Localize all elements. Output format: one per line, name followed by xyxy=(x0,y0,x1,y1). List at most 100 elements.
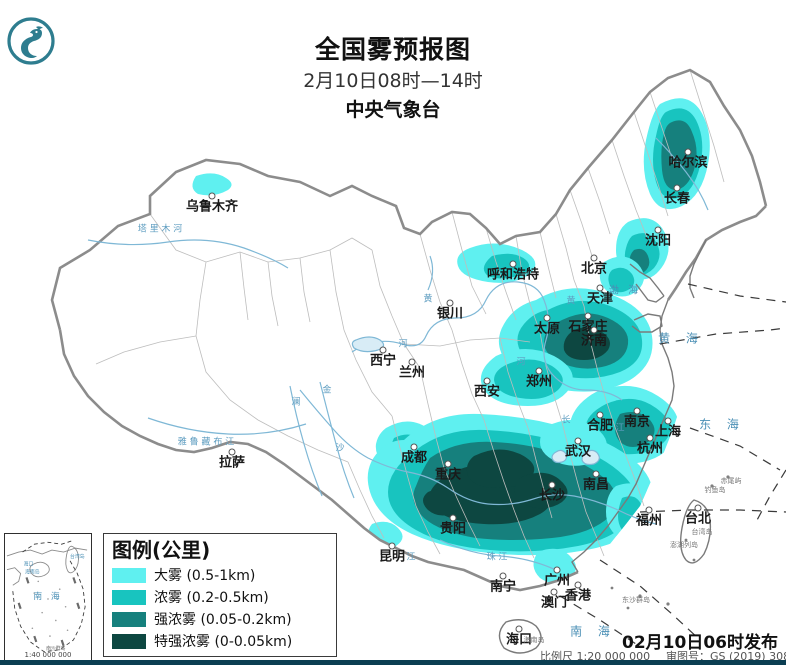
island-label: 赤尾屿 xyxy=(720,477,742,485)
city-marker-dot xyxy=(379,346,387,354)
legend-item-label: 强浓雾 (0.05-0.2km) xyxy=(154,612,292,628)
city-label: 沈阳 xyxy=(644,233,672,249)
legend-item: 大雾 (0.5-1km) xyxy=(112,564,336,586)
south-china-sea-inset: 南 海 海口 海南岛 台湾岛 南沙群岛 1:40 000 000 xyxy=(4,533,92,661)
city-label: 杭州 xyxy=(636,441,664,457)
inset-sea-label: 南 海 xyxy=(33,590,62,602)
river-label: 黄 xyxy=(423,294,433,305)
city-marker-dot xyxy=(633,407,641,415)
city-label: 太原 xyxy=(533,321,561,337)
city-label: 银川 xyxy=(436,306,464,322)
city-label: 乌鲁木齐 xyxy=(185,199,239,215)
river-label: 河 xyxy=(398,339,408,350)
legend-item: 特强浓雾 (0-0.05km) xyxy=(112,630,336,652)
city-marker-dot xyxy=(645,506,653,514)
city-marker-dot xyxy=(410,443,418,451)
city-label: 兰州 xyxy=(398,365,426,381)
legend-color-swatch xyxy=(112,611,146,627)
legend-box: 图例(公里) 大雾 (0.5-1km) 浓雾 (0.2-0.5km) 强浓雾 (0.… xyxy=(103,533,337,657)
legend-color-swatch xyxy=(112,567,146,583)
legend-item-label: 特强浓雾 (0-0.05km) xyxy=(154,634,293,650)
city-label: 呼和浩特 xyxy=(486,267,540,283)
city-label: 石家庄 xyxy=(568,319,608,335)
river-label: 澜 xyxy=(291,397,301,408)
city-label: 北京 xyxy=(580,261,608,277)
city-marker-dot xyxy=(535,367,543,375)
city-marker-dot xyxy=(509,260,517,268)
river-label: 塔 里 木 河 xyxy=(137,224,183,235)
legend-item: 浓雾 (0.2-0.5km) xyxy=(112,586,336,608)
city-label: 长沙 xyxy=(538,488,566,504)
river-label: 河 xyxy=(516,357,526,368)
city-marker-dot xyxy=(596,284,604,292)
river-label: 黄 xyxy=(566,296,576,307)
city-label: 南宁 xyxy=(489,579,517,595)
bottom-accent-bar xyxy=(0,660,786,665)
legend-title: 图例(公里) xyxy=(112,538,211,562)
city-label: 台北 xyxy=(684,511,712,527)
city-label: 重庆 xyxy=(434,467,462,483)
city-label: 贵阳 xyxy=(439,521,467,537)
city-label: 拉萨 xyxy=(218,455,246,471)
city-label: 合肥 xyxy=(586,418,614,434)
city-label: 福州 xyxy=(635,513,663,529)
city-label: 澳门 xyxy=(540,595,568,611)
inset-taiwan-label: 台湾岛 xyxy=(70,553,85,560)
city-marker-dot xyxy=(550,588,558,596)
sea-label: 黄 海 xyxy=(658,331,704,346)
city-label: 长春 xyxy=(663,191,691,207)
legend-item-label: 大雾 (0.5-1km) xyxy=(154,568,256,584)
city-label: 郑州 xyxy=(525,374,553,390)
map-scale-text: 比例尺 1:20 000 000 xyxy=(540,650,651,663)
city-marker-dot xyxy=(684,148,692,156)
maritime-boundary xyxy=(559,283,786,645)
river-label: 长 xyxy=(561,415,571,426)
rivers xyxy=(87,137,709,571)
sea-label: 渤 海 xyxy=(608,285,642,297)
city-label: 武汉 xyxy=(564,444,592,460)
city-marker-dot xyxy=(444,460,452,468)
city-label: 南昌 xyxy=(582,477,610,493)
island-label: 台湾岛 xyxy=(691,528,713,536)
legend-item: 强浓雾 (0.05-0.2km) xyxy=(112,608,336,630)
river-label: 雅 鲁 藏 布 江 xyxy=(177,437,235,448)
city-label: 济南 xyxy=(580,333,608,349)
city-label: 上海 xyxy=(654,424,682,440)
city-marker-dot xyxy=(548,481,556,489)
city-marker-dot xyxy=(449,514,457,522)
island-label: 海南岛 xyxy=(523,636,545,644)
city-label: 西安 xyxy=(473,384,501,400)
city-marker-dot xyxy=(388,542,396,550)
river-label: 江 xyxy=(615,423,625,434)
city-marker-dot xyxy=(584,312,592,320)
river-label: 珠 江 xyxy=(486,552,508,563)
city-label: 成都 xyxy=(400,450,428,466)
city-marker-dot xyxy=(543,314,551,322)
city-label: 西宁 xyxy=(369,353,397,369)
city-marker-dot xyxy=(483,377,491,385)
coastline xyxy=(498,239,712,654)
city-label: 天津 xyxy=(586,291,614,307)
city-marker-dot xyxy=(574,581,582,589)
city-label: 哈尔滨 xyxy=(668,155,708,171)
river-label: 江 xyxy=(406,552,416,563)
city-marker-dot xyxy=(664,417,672,425)
legend-color-swatch xyxy=(112,633,146,649)
city-label: 香港 xyxy=(564,588,592,604)
city-marker-dot xyxy=(574,437,582,445)
city-label: 海口 xyxy=(505,632,533,648)
river-label: 沙 xyxy=(335,443,345,454)
city-marker-dot xyxy=(596,411,604,419)
inset-scale-text: 1:40 000 000 xyxy=(24,651,72,659)
city-label: 昆明 xyxy=(378,549,406,565)
inset-haikou-label: 海口 xyxy=(24,561,34,568)
city-marker-dot xyxy=(646,434,654,442)
island-label: 澎湖列岛 xyxy=(670,541,698,549)
city-marker-dot xyxy=(592,470,600,478)
issue-time-text: 02月10日06时发布 xyxy=(622,633,778,653)
legend-color-swatch xyxy=(112,589,146,605)
approval-number-text: 审图号：GS (2019) 3082号 xyxy=(666,650,786,663)
city-marker-dot xyxy=(694,504,702,512)
city-marker-dot xyxy=(673,184,681,192)
